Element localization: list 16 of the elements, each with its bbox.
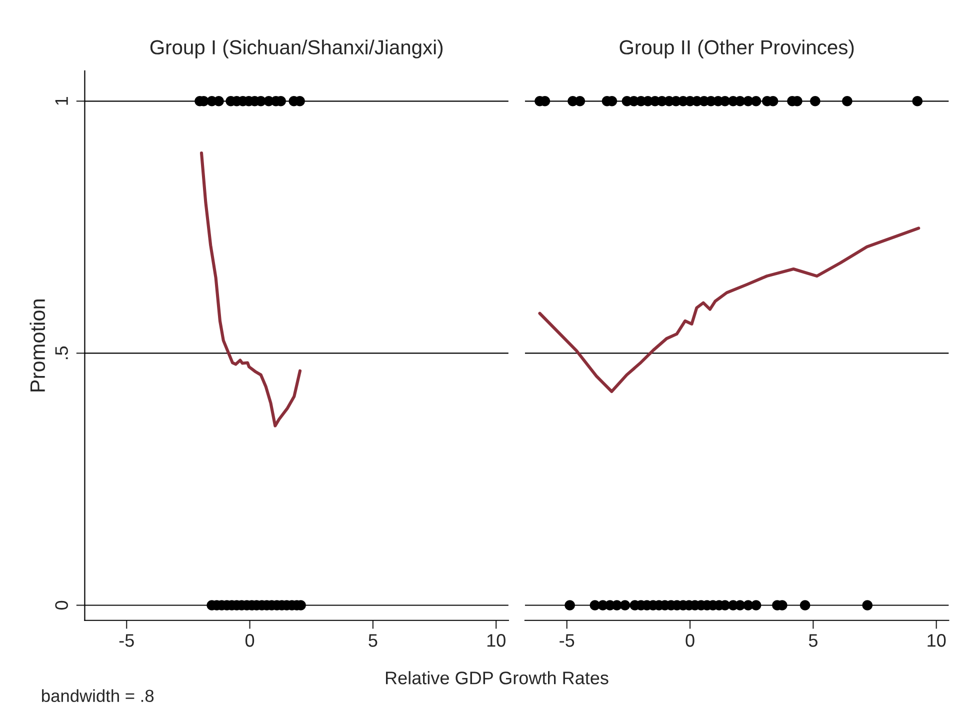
y-tick-label: 0: [55, 600, 68, 610]
x-tick-label: 10: [487, 634, 506, 647]
x-tick-label: 10: [928, 634, 946, 647]
x-tick-label: 5: [808, 634, 818, 647]
chart-title: Group II (Other Provinces): [620, 40, 854, 58]
x-tick-label: 5: [368, 634, 378, 647]
x-axis-title: Relative GDP Growth Rates: [386, 671, 608, 684]
y-tick-label: .5: [55, 346, 68, 360]
chart-title: Group I (Sichuan/Shanxi/Jiangxi): [150, 40, 443, 58]
x-tick-label: 0: [245, 634, 254, 647]
x-tick-label: -5: [119, 634, 134, 647]
text: bandwidth = .8: [42, 689, 154, 702]
x-tick-label: 0: [686, 634, 694, 647]
y-tick-label: 1: [55, 97, 68, 105]
x-tick-label: -5: [560, 634, 574, 647]
y-axis-title: Promotion: [30, 300, 46, 392]
